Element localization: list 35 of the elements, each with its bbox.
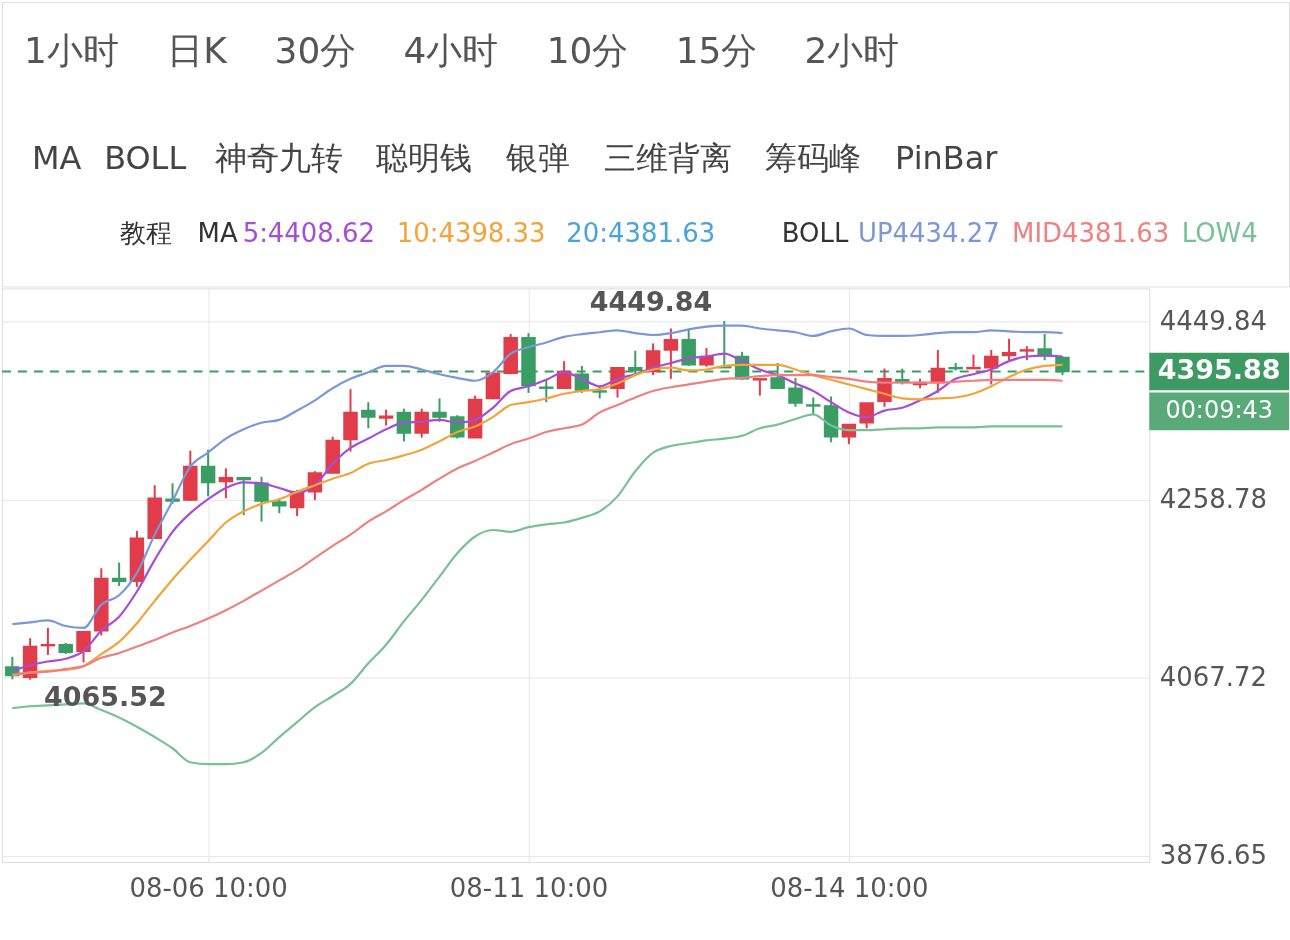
text: 聪明钱 <box>376 138 473 177</box>
text: BOLL <box>104 138 187 177</box>
text: MID4381.63 <box>1012 218 1170 249</box>
x-tick-label: 08-14 10:00 <box>770 873 929 904</box>
text: 2小时 <box>804 29 900 71</box>
text: LOW4 <box>1181 218 1258 249</box>
text: UP4434.27 <box>858 218 1000 249</box>
text: MA <box>197 218 238 249</box>
text: 银弹 <box>505 138 571 177</box>
x-tick-label: 08-11 10:00 <box>449 873 609 904</box>
text: BOLL <box>781 218 849 249</box>
y-tick-label: 4449.84 <box>1159 305 1268 336</box>
y-tick-label: 3876.65 <box>1159 840 1268 871</box>
y-tick-label: 4258.78 <box>1159 483 1268 514</box>
text: PinBar <box>895 138 999 177</box>
annotation: 4065.52 <box>44 680 167 712</box>
text: 筹码峰 <box>765 138 862 177</box>
text: 10:4398.33 <box>396 218 546 249</box>
ref-line-label: 4395.88 <box>1157 354 1281 386</box>
text: 日K <box>167 29 229 71</box>
text: 神奇九转 <box>214 138 343 177</box>
text: 30分 <box>274 29 357 71</box>
y-tick-label: 4067.72 <box>1159 662 1268 693</box>
text: 教程 <box>119 218 172 249</box>
text: 10分 <box>546 29 629 71</box>
text: 三维背离 <box>603 138 732 177</box>
text: MA <box>31 138 82 177</box>
text: 20:4381.63 <box>566 218 716 249</box>
text: 00:09:43 <box>1165 396 1273 425</box>
annotation: 4449.84 <box>589 286 713 318</box>
text: 5:4408.62 <box>242 218 376 249</box>
text: 15分 <box>675 29 758 71</box>
text: 1小时 <box>23 29 119 71</box>
x-tick-label: 08-06 10:00 <box>129 873 288 904</box>
text: 4小时 <box>403 29 499 71</box>
